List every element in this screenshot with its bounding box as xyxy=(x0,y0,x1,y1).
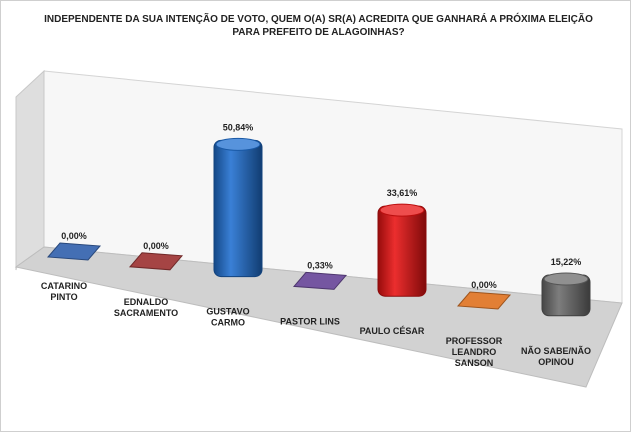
value-label: 0,00% xyxy=(61,231,87,241)
value-label: 0,00% xyxy=(143,241,169,251)
bar-3 xyxy=(292,271,348,290)
bar-body xyxy=(213,139,263,278)
category-label: EDNALDO SACRAMENTO xyxy=(114,297,178,318)
bar-2 xyxy=(213,137,263,278)
bar-body xyxy=(377,205,427,297)
bar-mark xyxy=(456,291,512,310)
bar-mark xyxy=(46,242,102,261)
bars-layer xyxy=(46,137,591,317)
bar-5 xyxy=(456,291,512,310)
bar-mark xyxy=(128,252,184,271)
value-label: 0,33% xyxy=(307,260,333,270)
bar-1 xyxy=(128,252,184,271)
chart-side-wall-fill xyxy=(15,69,45,268)
category-label: GUSTAVO CARMO xyxy=(206,307,249,328)
bar-6 xyxy=(541,272,591,317)
value-label: 15,22% xyxy=(551,257,582,267)
bar-mark xyxy=(292,271,348,290)
chart-title: INDEPENDENTE DA SUA INTENÇÃO DE VOTO, QU… xyxy=(44,14,593,38)
value-label: 33,61% xyxy=(387,188,418,198)
labels-layer: 0,00% CATARINO PINTO 0,00% EDNALDO SACRAMENTO… xyxy=(41,122,591,368)
bar-cap xyxy=(543,272,589,286)
category-label: PAULO CÉSAR xyxy=(360,326,425,336)
value-label: 50,84% xyxy=(223,122,254,132)
category-label: PASTOR LINS xyxy=(280,316,340,326)
value-label: 0,00% xyxy=(471,280,497,290)
bar-cap xyxy=(215,137,261,151)
category-label: NÃO SABE/NÃO OPINOU xyxy=(521,346,591,367)
chart-floor xyxy=(14,246,623,388)
category-label: CATARINO PINTO xyxy=(41,281,87,302)
category-label: PROFESSOR LEANDRO SANSON xyxy=(446,336,503,368)
bar-cap xyxy=(379,203,425,217)
bar-0 xyxy=(46,242,102,261)
bar-4 xyxy=(377,203,427,297)
